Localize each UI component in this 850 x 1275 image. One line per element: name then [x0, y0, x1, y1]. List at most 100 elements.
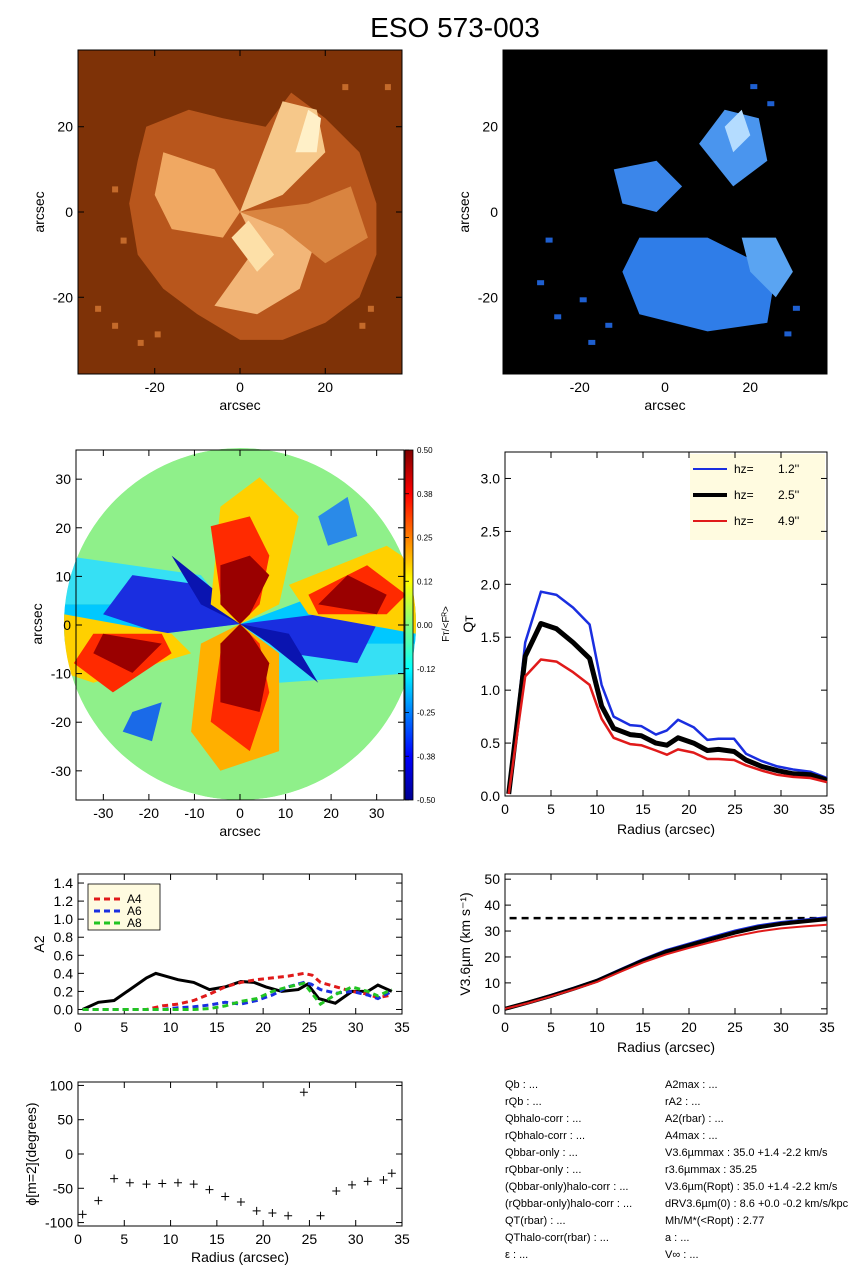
y-tick-label: 0.0	[54, 1001, 74, 1017]
colorbar-ticks: 0.50 0.38 0.25 0.12 0.00 -0.12 -0.25 -0.38 -0.50	[405, 446, 436, 805]
info-line: rQb : ...	[505, 1096, 542, 1108]
colorbar-tick-label: -0.25	[417, 709, 436, 718]
phase-point	[252, 1206, 261, 1215]
speckle	[588, 339, 596, 345]
phase-xlabel: Radius (arcsec)	[191, 1249, 289, 1265]
stellar-image-ylabel: arcsec	[31, 191, 47, 232]
colorbar-tick-label: -0.38	[417, 752, 436, 761]
y-tick-label: 2.0	[481, 576, 501, 592]
speckle	[750, 84, 758, 90]
speckle	[367, 305, 374, 312]
y-tick-label: -20	[53, 289, 73, 305]
bright-knot	[724, 109, 751, 153]
y-tick-label: 0	[490, 204, 498, 220]
phase-point	[236, 1198, 245, 1206]
qt-lines	[506, 590, 828, 795]
stellar-image-panel: -20 0 20 20 0 -20 arcsec arcsec	[31, 49, 403, 413]
info-line: V∞ : ...	[665, 1249, 699, 1261]
residual-image-panel: -20 0 20 20 0 -20 arcsec arcsec	[456, 49, 828, 413]
amplitude-lines	[81, 971, 393, 1011]
info-line: Qbhalo-corr : ...	[505, 1113, 581, 1125]
legend-label-1: hz=	[734, 462, 754, 476]
y-tick-label: -30	[51, 763, 71, 779]
y-tick-label: 50	[484, 871, 500, 887]
phase-point	[78, 1210, 87, 1219]
x-tick-label: 25	[302, 1231, 318, 1247]
y-tick-label: 40	[484, 897, 500, 913]
qt-series-line	[507, 658, 828, 795]
y-tick-label: 0.2	[54, 983, 74, 999]
colorbar-tick-label: -0.50	[417, 796, 436, 805]
y-tick-label: 0	[63, 617, 71, 633]
info-line: dRV3.6µm(0) : 8.6 +0.0 -0.2 km/s/kpc	[665, 1198, 849, 1210]
qt-series-line	[506, 621, 828, 795]
x-tick-label: 0	[501, 801, 509, 817]
y-tick-label: 20	[57, 119, 73, 135]
force-ratio-map	[64, 448, 416, 800]
lower-right-blob	[741, 237, 793, 298]
info-line: rQbbar-only : ...	[505, 1164, 581, 1176]
phase-panel: 0 5 10 15 20 25 30 35 -100 -50 0 50 100 ϕ[m=2](degre…	[23, 1077, 410, 1265]
info-line: Mh/M*(<Ropt) : 2.77	[665, 1215, 764, 1227]
colorbar-tick-label: 0.00	[417, 621, 433, 630]
phase-axes: 0 5 10 15 20 25 30 35 -100 -50 0 50 100	[45, 1077, 410, 1247]
y-tick-label: 1.5	[481, 629, 501, 645]
info-right-column: A2max : ... rA2 : ... A2(rbar) : ... A4max …	[665, 1079, 849, 1261]
phase-point	[268, 1208, 277, 1217]
x-tick-label: 35	[819, 1019, 835, 1035]
phase-points	[78, 1088, 396, 1220]
info-line: QT(rbar) : ...	[505, 1215, 566, 1227]
y-tick-label: 10	[55, 568, 71, 584]
phase-point	[332, 1187, 341, 1196]
x-tick-label: 10	[163, 1019, 179, 1035]
info-line: QThalo-corr(rbar) : ...	[505, 1232, 609, 1244]
legend-label-2: hz=	[734, 488, 754, 502]
x-tick-label: 35	[819, 801, 835, 817]
speckle	[154, 331, 161, 338]
y-tick-label: 1.0	[481, 682, 501, 698]
colorbar-label: Fт/<Fᴿ>	[441, 606, 452, 642]
darkred-bottom	[220, 624, 270, 712]
y-tick-label: 1.0	[54, 911, 74, 927]
speckle	[112, 322, 119, 329]
info-line: rA2 : ...	[665, 1096, 700, 1108]
x-tick-label: -20	[139, 805, 159, 821]
figure-title: ESO 573-003	[370, 12, 540, 43]
x-tick-label: 20	[681, 1019, 697, 1035]
x-tick-label: 15	[635, 801, 651, 817]
y-tick-label: -10	[51, 666, 71, 682]
darkred-left	[93, 633, 162, 673]
info-line: r3.6µmmax : 35.25	[665, 1164, 757, 1176]
x-tick-label: -20	[145, 379, 165, 395]
phase-point	[221, 1192, 230, 1201]
colorbar-tick-label: 0.25	[417, 534, 433, 543]
y-tick-label: 1.2	[54, 893, 74, 909]
x-tick-label: 30	[773, 801, 789, 817]
x-tick-label: 10	[589, 801, 605, 817]
x-tick-label: 20	[317, 379, 333, 395]
phase-point	[379, 1176, 388, 1185]
amplitude-axes: 0 5 10 15 20 25 30 35 0.0 0.2 0.4 0.6 0.8 1.0 1.2 1.4	[54, 874, 410, 1035]
phase-point	[205, 1185, 214, 1194]
y-tick-label: 0	[492, 1001, 500, 1017]
info-line: V3.6µm(Ropt) : 35.0 +1.4 -2.2 km/s	[665, 1181, 838, 1193]
x-tick-label: 25	[727, 1019, 743, 1035]
info-line: V3.6µmmax : 35.0 +1.4 -2.2 km/s	[665, 1147, 828, 1159]
qt-xlabel: Radius (arcsec)	[617, 821, 715, 837]
x-tick-label: 30	[348, 1231, 364, 1247]
right-lobe	[240, 186, 368, 264]
x-tick-label: 0	[236, 805, 244, 821]
speckle	[112, 186, 119, 193]
amplitude-legend: A4 A6 A8	[87, 883, 161, 931]
x-tick-label: -20	[570, 379, 590, 395]
y-tick-label: -20	[51, 714, 71, 730]
info-line: A2(rbar) : ...	[665, 1113, 724, 1125]
x-tick-label: 0	[236, 379, 244, 395]
phase-point	[284, 1211, 293, 1220]
bright-knot-top	[295, 109, 321, 153]
info-block: Qb : ... rQb : ... Qbhalo-corr : ... rQbhal…	[505, 1079, 849, 1261]
info-line: rQbhalo-corr : ...	[505, 1130, 585, 1142]
blue-patch-2	[318, 496, 358, 546]
darkred-right	[318, 575, 387, 615]
legend-value-1: 1.2''	[778, 462, 799, 476]
